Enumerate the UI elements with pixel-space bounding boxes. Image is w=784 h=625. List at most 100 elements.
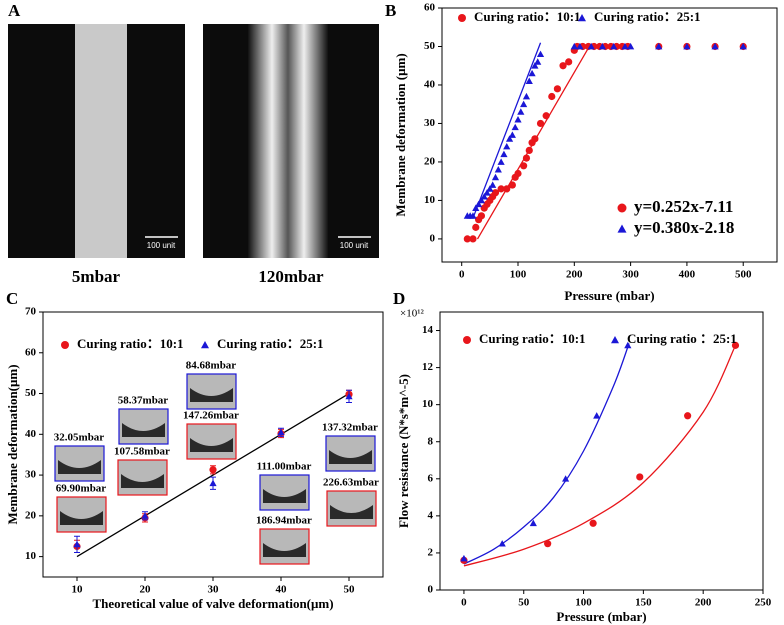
marker [209, 466, 217, 474]
y-tick-label: 60 [25, 346, 37, 358]
y-tick-label: 2 [428, 546, 434, 558]
marker [520, 100, 528, 108]
y-tick-label: 50 [424, 40, 436, 52]
marker [500, 150, 508, 158]
panel-label: D [393, 289, 405, 308]
y-axis-label: Membrane deformation (μm) [393, 53, 408, 216]
x-axis-label: Pressure (mbar) [556, 609, 646, 624]
legend-label: Curing ratio：10:1 [479, 331, 586, 346]
marker [511, 123, 519, 131]
marker [589, 519, 597, 527]
y-tick-label: 4 [428, 509, 434, 521]
marker [627, 42, 635, 50]
scale-label: 100 unit [340, 241, 369, 250]
x-tick-label: 500 [735, 269, 752, 281]
marker [514, 169, 522, 178]
x-tick-label: 20 [140, 584, 152, 596]
y-tick-label: 10 [424, 194, 436, 206]
marker [508, 181, 516, 189]
marker [548, 92, 556, 101]
legend-label: Curing ratio：10:1 [77, 336, 184, 351]
marker [517, 108, 525, 115]
legend-marker [458, 14, 466, 22]
x-tick-label: 10 [72, 584, 84, 596]
x-tick-label: 200 [566, 269, 583, 281]
marker [491, 173, 500, 181]
marker [472, 223, 480, 231]
marker [711, 42, 719, 50]
marker [520, 162, 528, 170]
y-tick-label: 40 [424, 79, 436, 91]
legend-label: y=0.380x-2.18 [634, 218, 734, 237]
marker [486, 185, 494, 192]
marker [472, 204, 480, 212]
y-tick-label: 6 [428, 472, 434, 484]
marker [73, 540, 81, 548]
marker [477, 212, 486, 220]
inset-label: 69.90mbar [56, 483, 107, 495]
marker [141, 512, 149, 519]
x-tick-label: 50 [344, 584, 356, 596]
inset-membrane [330, 505, 373, 519]
marker [570, 42, 578, 50]
x-tick-label: 100 [575, 597, 592, 609]
marker [536, 50, 545, 58]
marker [610, 42, 618, 50]
x-axis-label: Pressure (mbar) [564, 288, 654, 303]
legend-label: Curing ratio：25:1 [594, 9, 701, 24]
y-tick-label: 10 [422, 398, 434, 410]
marker [491, 189, 500, 197]
inset-label: 32.05mbar [54, 432, 105, 444]
marker [277, 428, 285, 436]
legend-marker [61, 341, 69, 349]
marker [536, 119, 545, 128]
y-tick-label: 20 [424, 155, 436, 167]
legend-label: Curing ratio：10:1 [474, 9, 581, 24]
legend-label: y=0.252x-7.11 [634, 197, 733, 216]
marker [528, 69, 536, 77]
marker [636, 473, 644, 481]
inset-label: 137.32mbar [322, 422, 378, 434]
marker [508, 131, 516, 138]
y-tick-label: 60 [424, 2, 436, 14]
plot-frame [441, 7, 778, 263]
marker [494, 166, 502, 173]
image-caption: 5mbar [72, 267, 121, 286]
marker [498, 540, 506, 547]
marker [544, 540, 552, 548]
legend-marker [617, 224, 627, 233]
y-tick-label: 40 [25, 428, 37, 440]
marker [655, 42, 663, 50]
inset-label: 147.26mbar [183, 410, 239, 422]
image-caption: 120mbar [258, 267, 324, 286]
legend-label: Curing ratio ：25:1 [627, 331, 737, 346]
fit-line [463, 343, 630, 565]
marker [559, 62, 567, 70]
y-tick-label: 0 [428, 584, 434, 596]
marker [598, 42, 607, 50]
marker [531, 135, 539, 143]
marker [587, 42, 595, 50]
marker [525, 77, 533, 85]
y-tick-label: 0 [430, 232, 436, 244]
legend-marker [617, 203, 627, 213]
marker [553, 85, 562, 93]
legend-marker [201, 341, 209, 349]
marker [683, 42, 691, 50]
x-tick-label: 150 [635, 597, 652, 609]
marker [531, 62, 539, 69]
x-tick-label: 100 [510, 269, 527, 281]
x-tick-label: 30 [208, 584, 220, 596]
y-tick-label: 8 [428, 435, 434, 447]
marker [497, 158, 505, 165]
marker [474, 200, 483, 208]
inset-membrane [263, 489, 306, 503]
marker [624, 341, 632, 349]
y-tick-label: 14 [422, 324, 434, 336]
y-tick-label: 70 [25, 306, 37, 318]
y-multiplier: ×10¹² [400, 308, 425, 320]
plot-frame [439, 311, 764, 591]
marker [529, 519, 537, 527]
y-tick-label: 30 [25, 469, 37, 481]
